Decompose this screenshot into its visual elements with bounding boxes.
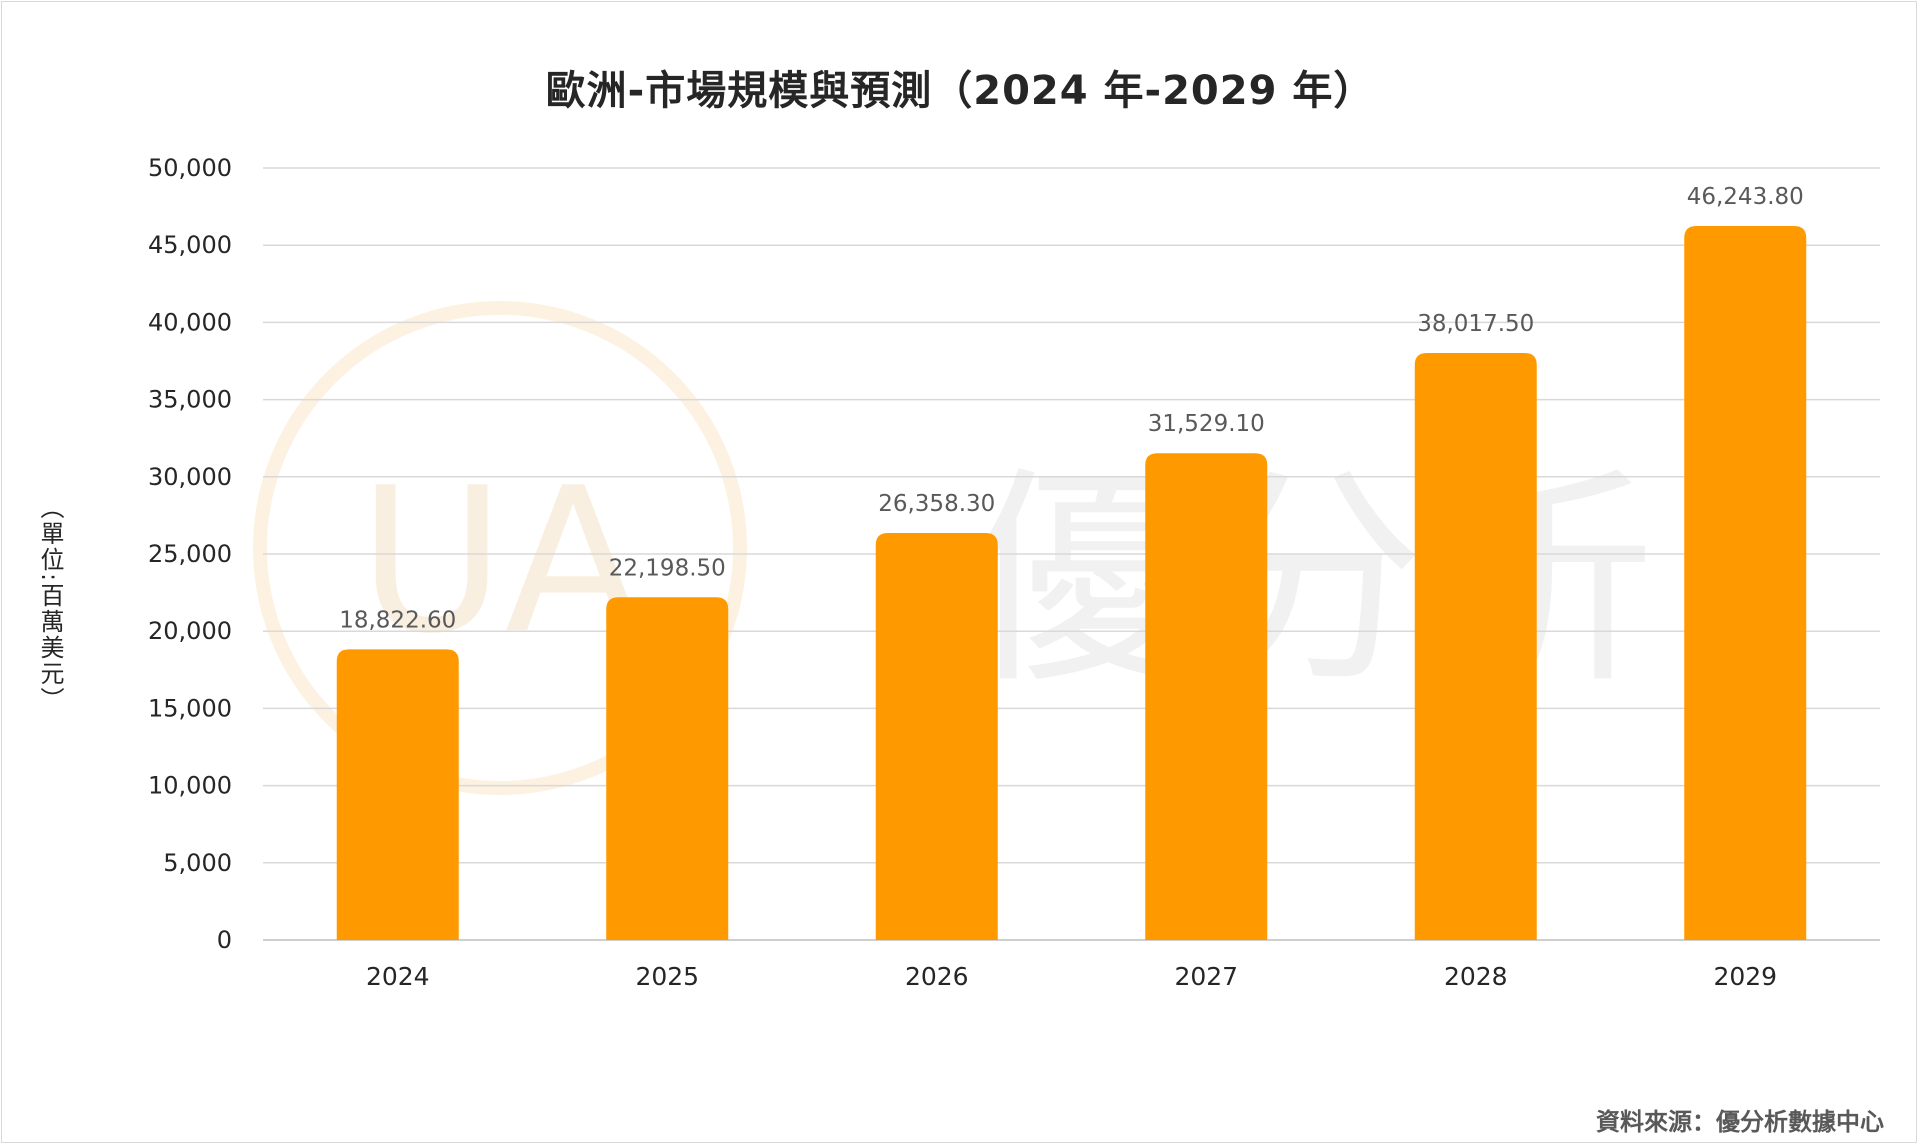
y-tick-label: 25,000: [148, 540, 232, 568]
y-tick-label: 10,000: [148, 772, 232, 800]
y-tick-label: 30,000: [148, 463, 232, 491]
watermark-text: 優分析: [965, 448, 1655, 715]
x-tick-label: 2029: [1713, 962, 1777, 991]
watermark: UA 優分析: [253, 301, 1655, 795]
bar: [336, 649, 459, 940]
chart-title: 歐洲-市場規模與預測（2024 年-2029 年）: [545, 68, 1375, 114]
bar: [1684, 225, 1807, 940]
y-tick-label: 40,000: [148, 308, 232, 336]
y-tick-label: 35,000: [148, 386, 232, 414]
x-tick-label: 2024: [366, 962, 430, 991]
x-tick-label: 2026: [905, 962, 969, 991]
bar: [1414, 353, 1537, 941]
y-axis-label: （單位:百萬美元）: [36, 495, 64, 714]
y-tick-label: 5,000: [163, 849, 232, 877]
x-tick-label: 2028: [1444, 962, 1508, 991]
y-tick-label: 15,000: [148, 694, 232, 722]
watermark-logo-ring: [253, 301, 747, 795]
source-note: 資料來源：優分析數據中心: [1596, 1108, 1884, 1136]
data-label: 46,243.80: [1687, 184, 1804, 210]
y-tick-label: 0: [217, 926, 232, 954]
x-tick-label: 2027: [1174, 962, 1238, 991]
bar: [606, 597, 729, 940]
y-tick-label: 20,000: [148, 617, 232, 645]
data-label: 22,198.50: [609, 555, 726, 581]
bar: [875, 533, 998, 940]
data-label: 18,822.60: [339, 607, 456, 633]
x-tick-label: 2025: [635, 962, 699, 991]
bar: [1145, 453, 1268, 940]
data-label: 31,529.10: [1148, 411, 1265, 437]
y-tick-label: 50,000: [148, 154, 232, 182]
data-label: 26,358.30: [878, 491, 995, 517]
data-label: 38,017.50: [1417, 311, 1534, 337]
watermark-logo-text: UA: [358, 445, 641, 678]
y-tick-label: 45,000: [148, 231, 232, 259]
